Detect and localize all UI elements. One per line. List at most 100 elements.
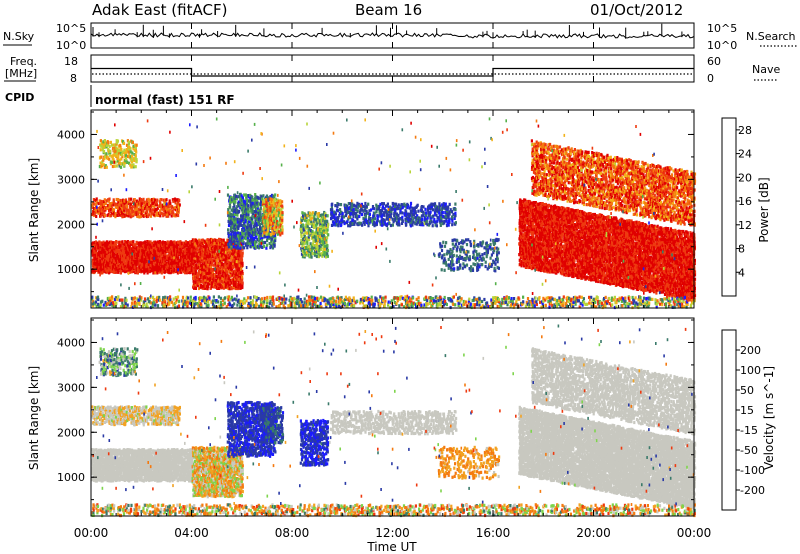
power-cell	[307, 222, 310, 226]
power-cell	[204, 256, 207, 260]
power-cell	[129, 255, 132, 259]
power-cell	[162, 256, 165, 260]
power-cell	[95, 256, 99, 261]
power-cell	[469, 240, 472, 244]
power-cell	[417, 209, 420, 213]
power-cell	[242, 224, 245, 228]
power-cell	[123, 163, 126, 167]
power-cell	[159, 241, 162, 245]
power-cell	[109, 149, 112, 153]
power-cell	[155, 203, 158, 207]
power-cell	[457, 260, 460, 264]
power-cell	[206, 282, 209, 286]
power-cell	[250, 233, 253, 237]
power-cell	[146, 240, 149, 244]
power-cell	[227, 264, 230, 268]
power-cell	[190, 265, 193, 269]
power-cell	[182, 254, 185, 258]
power-cell	[210, 246, 213, 251]
power-cell	[195, 246, 198, 250]
power-cell	[232, 278, 235, 282]
power-cell	[274, 193, 277, 197]
power-cell	[149, 265, 152, 269]
power-cell	[118, 251, 121, 256]
power-cell	[117, 200, 120, 204]
power-cell	[235, 286, 238, 291]
power-cell	[241, 281, 244, 285]
power-cell	[109, 267, 112, 271]
power-cell	[414, 209, 417, 214]
power-cell	[326, 214, 329, 218]
power-cell	[203, 256, 206, 260]
power-cell	[239, 221, 242, 225]
power-cell	[244, 234, 247, 238]
power-cell	[136, 199, 139, 203]
power-cell	[252, 215, 255, 219]
power-cell	[95, 200, 98, 204]
power-cell	[146, 262, 149, 266]
power-cell	[361, 223, 364, 227]
power-cell	[114, 260, 117, 264]
power-cell	[241, 263, 244, 267]
power-cell	[203, 254, 206, 258]
power-cell	[135, 158, 138, 162]
power-cell	[216, 284, 219, 288]
power-cell	[171, 211, 174, 215]
power-cell	[247, 233, 250, 237]
power-cell	[164, 212, 167, 216]
power-cell	[205, 261, 208, 265]
power-cell	[208, 267, 211, 271]
power-cell	[142, 214, 145, 218]
power-cell	[343, 221, 346, 226]
power-cell	[97, 201, 100, 206]
power-cell	[464, 265, 467, 269]
power-cell	[114, 143, 117, 147]
power-cell	[233, 235, 236, 239]
power-cell	[208, 252, 212, 256]
power-cell	[156, 262, 160, 266]
power-cell	[204, 266, 207, 270]
power-cell	[223, 263, 226, 267]
power-cell	[184, 240, 187, 244]
power-cell	[101, 246, 104, 250]
power-cell	[142, 197, 145, 201]
power-cell	[150, 209, 153, 213]
power-heatmap-cells	[91, 117, 697, 310]
power-cell	[206, 238, 209, 242]
power-cell	[239, 206, 242, 210]
power-cell	[262, 194, 265, 198]
power-cell	[221, 267, 224, 271]
power-cell	[165, 214, 168, 218]
power-cell	[229, 271, 232, 275]
noise-tick-top: 10^5	[56, 22, 86, 35]
power-cell	[115, 248, 118, 252]
power-cell	[113, 150, 116, 154]
power-cell	[125, 248, 128, 252]
power-cell	[211, 259, 214, 263]
power-cell	[433, 202, 437, 206]
power-cell	[102, 254, 105, 258]
power-cell	[134, 270, 137, 274]
power-cell	[452, 263, 455, 267]
station-title: Adak East (fitACF)	[92, 1, 227, 19]
power-cell	[185, 265, 188, 269]
beam-title: Beam 16	[355, 1, 422, 19]
power-cell	[130, 214, 133, 218]
power-cell	[247, 223, 250, 227]
power-cell	[131, 151, 134, 155]
power-cell	[241, 261, 244, 265]
power-cell	[119, 244, 122, 248]
power-cell	[249, 209, 252, 213]
power-cell	[139, 207, 142, 211]
power-cell	[177, 202, 180, 206]
power-cell	[136, 207, 139, 211]
power-cell	[237, 254, 240, 258]
power-cell	[234, 217, 237, 221]
power-cell	[99, 254, 102, 258]
power-cell	[118, 259, 121, 263]
power-cell	[132, 240, 135, 244]
power-cell	[105, 199, 108, 203]
power-cell	[240, 258, 244, 262]
power-cell	[155, 258, 158, 262]
power-cell	[147, 269, 150, 273]
